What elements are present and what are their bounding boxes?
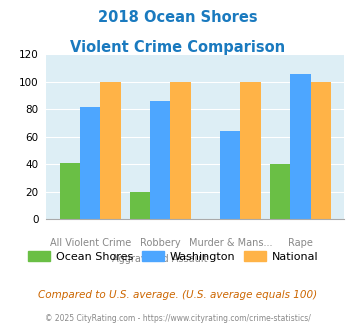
Legend: Ocean Shores, Washington, National: Ocean Shores, Washington, National <box>23 247 323 267</box>
Bar <box>311 82 331 219</box>
Bar <box>150 101 170 219</box>
Text: All Violent Crime: All Violent Crime <box>49 238 131 248</box>
Bar <box>80 107 100 219</box>
Bar <box>100 82 121 219</box>
Text: 2018 Ocean Shores: 2018 Ocean Shores <box>98 10 257 25</box>
Bar <box>170 82 191 219</box>
Bar <box>270 164 290 219</box>
Text: Murder & Mans...: Murder & Mans... <box>189 238 272 248</box>
Text: Rape: Rape <box>288 238 313 248</box>
Text: © 2025 CityRating.com - https://www.cityrating.com/crime-statistics/: © 2025 CityRating.com - https://www.city… <box>45 314 310 323</box>
Text: Compared to U.S. average. (U.S. average equals 100): Compared to U.S. average. (U.S. average … <box>38 290 317 300</box>
Bar <box>60 163 80 219</box>
Text: Robbery: Robbery <box>140 238 181 248</box>
Bar <box>240 82 261 219</box>
Bar <box>130 192 150 219</box>
Bar <box>290 74 311 219</box>
Text: Violent Crime Comparison: Violent Crime Comparison <box>70 40 285 54</box>
Bar <box>220 131 240 219</box>
Text: Aggravated Assault: Aggravated Assault <box>113 254 208 264</box>
